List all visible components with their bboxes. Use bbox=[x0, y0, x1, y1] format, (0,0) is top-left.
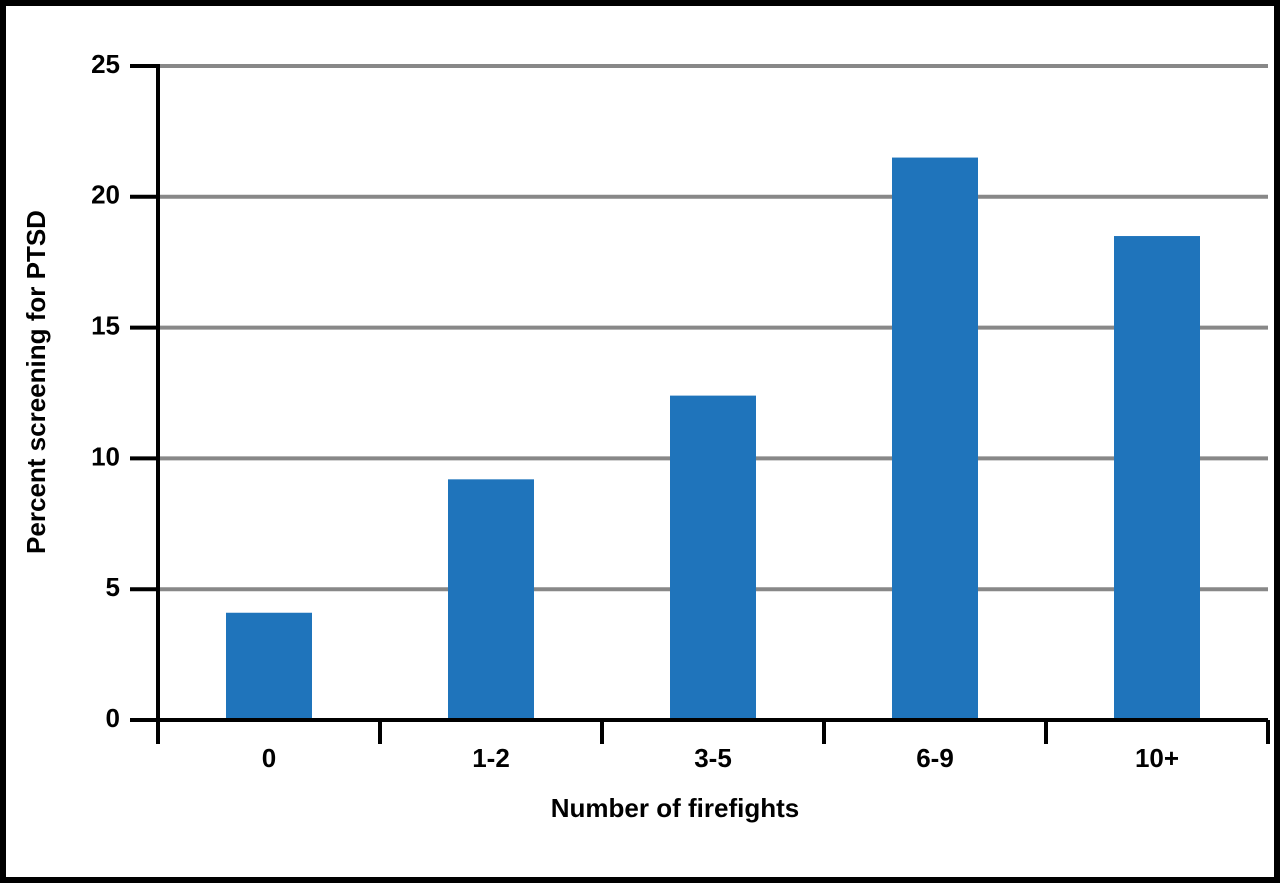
y-tick-label: 15 bbox=[91, 310, 120, 340]
bar bbox=[226, 612, 312, 720]
bar bbox=[448, 479, 534, 720]
x-tick-label: 6-9 bbox=[916, 743, 954, 773]
bar bbox=[1114, 236, 1200, 721]
y-tick-label: 25 bbox=[91, 49, 120, 79]
y-tick-label: 0 bbox=[106, 703, 120, 733]
y-tick-label: 5 bbox=[106, 572, 120, 602]
x-tick-label: 10+ bbox=[1135, 743, 1179, 773]
x-tick-label: 0 bbox=[262, 743, 276, 773]
x-tick-label: 3-5 bbox=[694, 743, 732, 773]
x-axis-title: Number of firefights bbox=[551, 793, 799, 823]
x-tick-label: 1-2 bbox=[472, 743, 510, 773]
bar bbox=[670, 395, 756, 720]
y-axis-title: Percent screening for PTSD bbox=[21, 210, 51, 554]
y-tick-label: 20 bbox=[91, 180, 120, 210]
bar bbox=[892, 157, 978, 720]
y-tick-label: 10 bbox=[91, 441, 120, 471]
